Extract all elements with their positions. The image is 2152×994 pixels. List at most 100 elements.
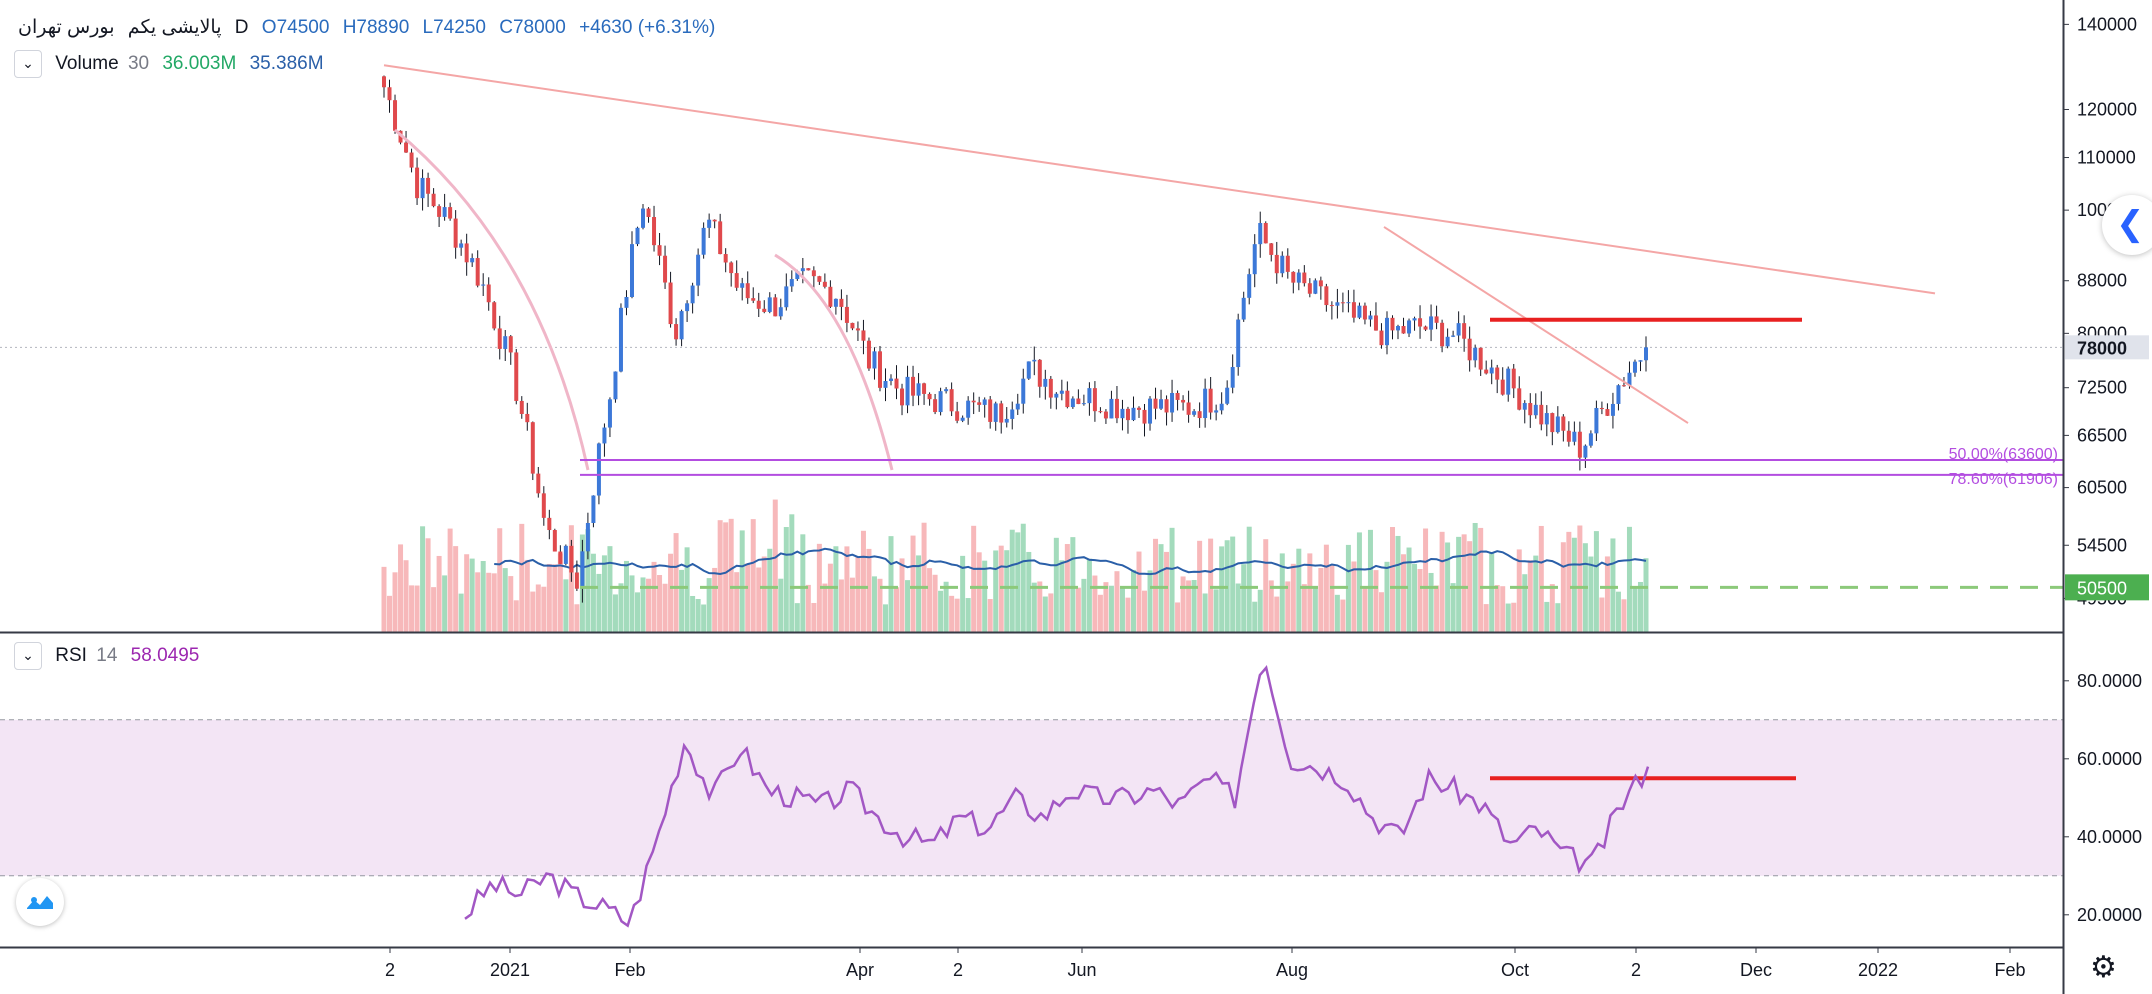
price-tick-label: 72500 bbox=[2077, 378, 2127, 398]
candle-body bbox=[1142, 409, 1147, 424]
candle-body bbox=[756, 300, 761, 309]
candle-body bbox=[938, 391, 943, 413]
candle-body bbox=[591, 495, 596, 523]
volume-bar bbox=[1042, 596, 1048, 632]
volume-bar bbox=[1235, 583, 1241, 632]
candle-body bbox=[1010, 409, 1015, 419]
candle-body bbox=[1594, 407, 1599, 434]
candle-body bbox=[497, 328, 502, 349]
volume-bar bbox=[612, 594, 618, 632]
candle-body bbox=[1103, 411, 1108, 419]
candle-body bbox=[1065, 390, 1070, 408]
candle-body bbox=[1484, 369, 1489, 374]
rsi-band bbox=[0, 719, 2063, 877]
rsi-legend: ⌄ RSI 14 58.0495 bbox=[14, 642, 207, 670]
volume-bar bbox=[662, 583, 668, 632]
volume-bar bbox=[1312, 586, 1318, 632]
symbol-name[interactable]: پالایشی یکم bbox=[127, 17, 222, 38]
volume-bar bbox=[888, 536, 894, 632]
volume-bar bbox=[557, 553, 563, 632]
candle-body bbox=[503, 336, 508, 349]
volume-bar bbox=[1378, 592, 1384, 632]
gear-icon[interactable]: ⚙ bbox=[2090, 951, 2117, 984]
volume-bar bbox=[905, 580, 911, 632]
volume-bar bbox=[684, 547, 690, 632]
tradingview-logo-icon[interactable] bbox=[16, 878, 64, 926]
candle-body bbox=[1440, 322, 1445, 347]
volume-bar bbox=[1296, 548, 1302, 632]
candle-body bbox=[1412, 318, 1417, 321]
volume-bar bbox=[502, 568, 508, 632]
volume-bar bbox=[927, 568, 933, 632]
price-tick-label: 120000 bbox=[2077, 99, 2137, 119]
candle-body bbox=[1528, 403, 1533, 416]
candle-body bbox=[1219, 403, 1224, 411]
volume-bar bbox=[1175, 602, 1181, 632]
candle-body bbox=[1098, 411, 1103, 413]
volume-bar bbox=[1004, 550, 1010, 632]
candle-body bbox=[1015, 403, 1020, 410]
close-value: C78000 bbox=[499, 17, 566, 38]
candle-body bbox=[844, 306, 849, 323]
volume-bar bbox=[668, 553, 674, 632]
volume-bar bbox=[1252, 601, 1258, 632]
candle-body bbox=[745, 283, 750, 299]
volume-bar bbox=[1489, 552, 1495, 632]
volume-bar bbox=[524, 559, 530, 632]
time-tick-label: 2021 bbox=[490, 960, 530, 980]
price-tick-label: 60500 bbox=[2077, 478, 2127, 498]
candle-body bbox=[1621, 385, 1626, 387]
volume-bar bbox=[1230, 536, 1236, 632]
candle-body bbox=[894, 378, 899, 389]
candle-body bbox=[817, 276, 822, 282]
volume-bar bbox=[827, 563, 833, 632]
volume-bar bbox=[772, 499, 778, 632]
candle-body bbox=[1307, 283, 1312, 294]
volume-bar bbox=[822, 583, 828, 632]
volume-bar bbox=[1108, 585, 1114, 632]
chevron-down-icon[interactable]: ⌄ bbox=[14, 642, 42, 670]
volume-bar bbox=[1494, 585, 1500, 632]
volume-bar bbox=[849, 577, 855, 632]
chevron-left-icon[interactable]: ❮ bbox=[2102, 195, 2152, 255]
volume-bar bbox=[1301, 584, 1307, 632]
volume-bar bbox=[1367, 529, 1373, 632]
candle-body bbox=[1109, 398, 1114, 419]
volume-bar bbox=[1164, 551, 1170, 632]
candle-body bbox=[1368, 315, 1373, 320]
volume-bar bbox=[838, 579, 844, 632]
candle-body bbox=[1048, 378, 1053, 398]
volume-bar bbox=[1048, 593, 1054, 632]
interval-label[interactable]: D bbox=[234, 17, 249, 38]
candle-body bbox=[1539, 404, 1544, 425]
chevron-down-icon[interactable]: ⌄ bbox=[14, 50, 42, 78]
volume-bar bbox=[1395, 535, 1401, 632]
price-tick-label: 110000 bbox=[2077, 148, 2136, 168]
candle-body bbox=[1285, 255, 1290, 272]
candle-body bbox=[1434, 316, 1439, 323]
candle-body bbox=[1170, 392, 1175, 413]
candle-body bbox=[1588, 433, 1593, 446]
candle-body bbox=[1467, 338, 1472, 361]
candle-body bbox=[1164, 399, 1169, 413]
volume-bar bbox=[1026, 551, 1032, 632]
candle-body bbox=[530, 422, 535, 474]
volume-bar bbox=[453, 546, 459, 632]
volume-period: 30 bbox=[127, 53, 150, 75]
volume-label[interactable]: Volume bbox=[55, 53, 119, 75]
candle-body bbox=[905, 376, 910, 406]
volume-bar bbox=[1593, 531, 1599, 632]
rsi-label[interactable]: RSI bbox=[55, 645, 87, 667]
time-tick-label: Dec bbox=[1740, 960, 1772, 980]
candle-body bbox=[1329, 305, 1334, 307]
volume-bar bbox=[921, 522, 927, 632]
rsi-tick-label: 60.0000 bbox=[2077, 749, 2142, 769]
candle-body bbox=[652, 217, 657, 246]
candle-body bbox=[585, 522, 590, 552]
volume-bar bbox=[646, 578, 652, 632]
volume-bar bbox=[1516, 549, 1522, 632]
candle-body bbox=[552, 530, 557, 552]
volume-bar bbox=[574, 604, 580, 632]
volume-bar bbox=[651, 561, 657, 632]
